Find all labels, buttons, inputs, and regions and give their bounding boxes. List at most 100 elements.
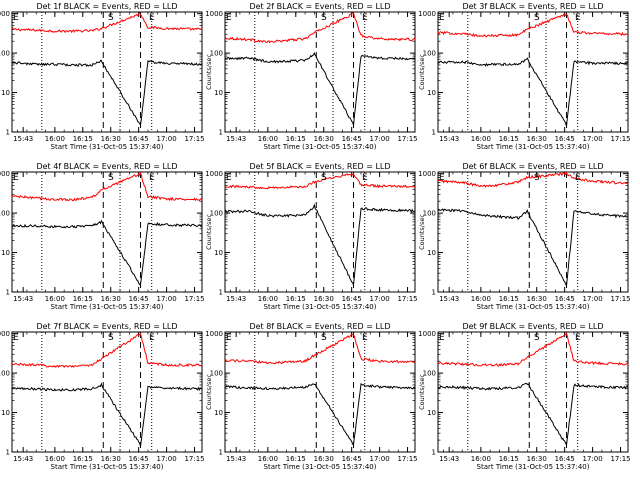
interval-marker-label: E <box>439 173 445 183</box>
x-tick-label: 17:15 <box>184 295 204 303</box>
panel-det-2: Det 2f BLACK = Events, RED = LLD 1 10 100 10… <box>205 2 418 151</box>
plot-frame <box>437 11 629 133</box>
series-line-events <box>224 203 416 287</box>
interval-marker-label: E <box>362 13 368 23</box>
y-tick-label: 1 <box>432 129 436 137</box>
y-tick-label: 100 <box>423 210 436 218</box>
panel-title: Det 9f BLACK = Events, RED = LLD <box>462 322 603 331</box>
interval-marker-label: E <box>226 173 232 183</box>
interval-marker-label: E <box>439 13 445 23</box>
x-tick-label: 15:43 <box>13 135 33 143</box>
y-tick-label: 1000 <box>205 170 223 178</box>
x-tick-label: 16:30 <box>527 455 547 463</box>
x-tick-label: 17:15 <box>610 135 630 143</box>
interval-marker-label: S <box>321 13 327 23</box>
x-tick-label: 16:00 <box>258 135 278 143</box>
x-axis-label: Start Time (31-Oct-05 15:37:40) <box>51 303 164 311</box>
interval-marker-label: E <box>575 173 581 183</box>
x-tick-label: 16:45 <box>129 455 149 463</box>
x-tick-label: 17:15 <box>610 295 630 303</box>
x-tick-label: 16:00 <box>45 135 65 143</box>
y-tick-label: 1 <box>219 289 223 297</box>
x-tick-label: 17:00 <box>157 295 177 303</box>
x-tick-label: 16:15 <box>499 135 519 143</box>
x-tick-label: 15:43 <box>226 455 246 463</box>
y-tick-label: 100 <box>0 370 10 378</box>
y-tick-label: 1 <box>219 449 223 457</box>
panel-title: Det 1f BLACK = Events, RED = LLD <box>36 2 177 11</box>
x-tick-label: 16:30 <box>101 455 121 463</box>
x-tick-label: 15:43 <box>439 455 459 463</box>
x-tick-label: 16:00 <box>45 455 65 463</box>
y-tick-label: 1000 <box>205 10 223 18</box>
x-tick-label: 16:45 <box>342 455 362 463</box>
x-tick-label: 15:43 <box>226 135 246 143</box>
series-line-lld <box>224 12 416 44</box>
y-axis-label: Counts/sec <box>418 54 426 90</box>
x-tick-label: 16:30 <box>527 135 547 143</box>
series-line-events <box>224 51 416 126</box>
interval-marker-label: E <box>226 13 232 23</box>
x-tick-label: 16:15 <box>499 295 519 303</box>
panel-det-3: Det 3f BLACK = Events, RED = LLD 1 10 100 10… <box>418 2 631 151</box>
plot-frame <box>437 171 629 293</box>
y-tick-label: 100 <box>0 50 10 58</box>
x-tick-label: 16:30 <box>101 295 121 303</box>
x-tick-label: 17:00 <box>157 135 177 143</box>
x-tick-label: 15:43 <box>439 295 459 303</box>
x-tick-label: 16:15 <box>73 455 93 463</box>
panel-title: Det 6f BLACK = Events, RED = LLD <box>462 162 603 171</box>
y-tick-label: 100 <box>210 210 223 218</box>
y-tick-label: 1000 <box>418 10 436 18</box>
y-tick-label: 1 <box>6 449 10 457</box>
series-line-events <box>437 382 629 448</box>
y-tick-label: 100 <box>210 370 223 378</box>
x-tick-label: 15:43 <box>13 455 33 463</box>
y-tick-label: 10 <box>214 409 223 417</box>
interval-marker-label: S <box>108 173 114 183</box>
interval-marker-label: S <box>534 13 540 23</box>
interval-marker-label: S <box>321 173 327 183</box>
y-tick-label: 1 <box>6 289 10 297</box>
x-tick-label: 17:00 <box>583 455 603 463</box>
y-tick-label: 1 <box>432 449 436 457</box>
series-line-events <box>437 208 628 287</box>
interval-marker-label: E <box>439 333 445 343</box>
plot-frame <box>11 171 203 293</box>
x-axis-label: Start Time (31-Oct-05 15:37:40) <box>264 303 377 311</box>
plot-frame <box>224 331 416 453</box>
x-axis-label: Start Time (31-Oct-05 15:37:40) <box>477 143 590 151</box>
interval-marker-label: S <box>108 13 114 23</box>
interval-marker-label: E <box>149 173 155 183</box>
panels-layer: Det 1f BLACK = Events, RED = LLD 1 10 100 10… <box>0 2 631 471</box>
x-tick-label: 17:00 <box>370 135 390 143</box>
y-axis-label: Counts/sec <box>418 214 426 250</box>
x-tick-label: 17:15 <box>397 135 417 143</box>
panel-title: Det 8f BLACK = Events, RED = LLD <box>249 322 390 331</box>
series-line-lld <box>11 171 203 202</box>
x-tick-label: 17:15 <box>397 455 417 463</box>
x-tick-label: 16:30 <box>527 295 547 303</box>
x-axis-label: Start Time (31-Oct-05 15:37:40) <box>51 463 164 471</box>
interval-marker-label: E <box>362 333 368 343</box>
panel-title: Det 7f BLACK = Events, RED = LLD <box>36 322 177 331</box>
panel-det-6: Det 6f BLACK = Events, RED = LLD 1 10 100 10… <box>418 162 631 311</box>
series-line-events <box>11 219 203 286</box>
interval-marker-label: E <box>13 333 19 343</box>
plot-frame <box>11 11 203 133</box>
x-tick-label: 17:00 <box>583 295 603 303</box>
interval-marker-label: E <box>13 13 19 23</box>
x-tick-label: 16:15 <box>286 455 306 463</box>
y-tick-label: 1000 <box>205 330 223 338</box>
x-tick-label: 16:45 <box>342 135 362 143</box>
x-axis-label: Start Time (31-Oct-05 15:37:40) <box>477 463 590 471</box>
x-tick-label: 16:15 <box>73 295 93 303</box>
y-tick-label: 1000 <box>0 170 10 178</box>
interval-marker-label: E <box>149 333 155 343</box>
y-tick-label: 100 <box>0 210 10 218</box>
x-tick-label: 16:45 <box>342 295 362 303</box>
panel-det-4: Det 4f BLACK = Events, RED = LLD 1 10 100 10… <box>0 162 205 311</box>
y-tick-label: 10 <box>427 249 436 257</box>
